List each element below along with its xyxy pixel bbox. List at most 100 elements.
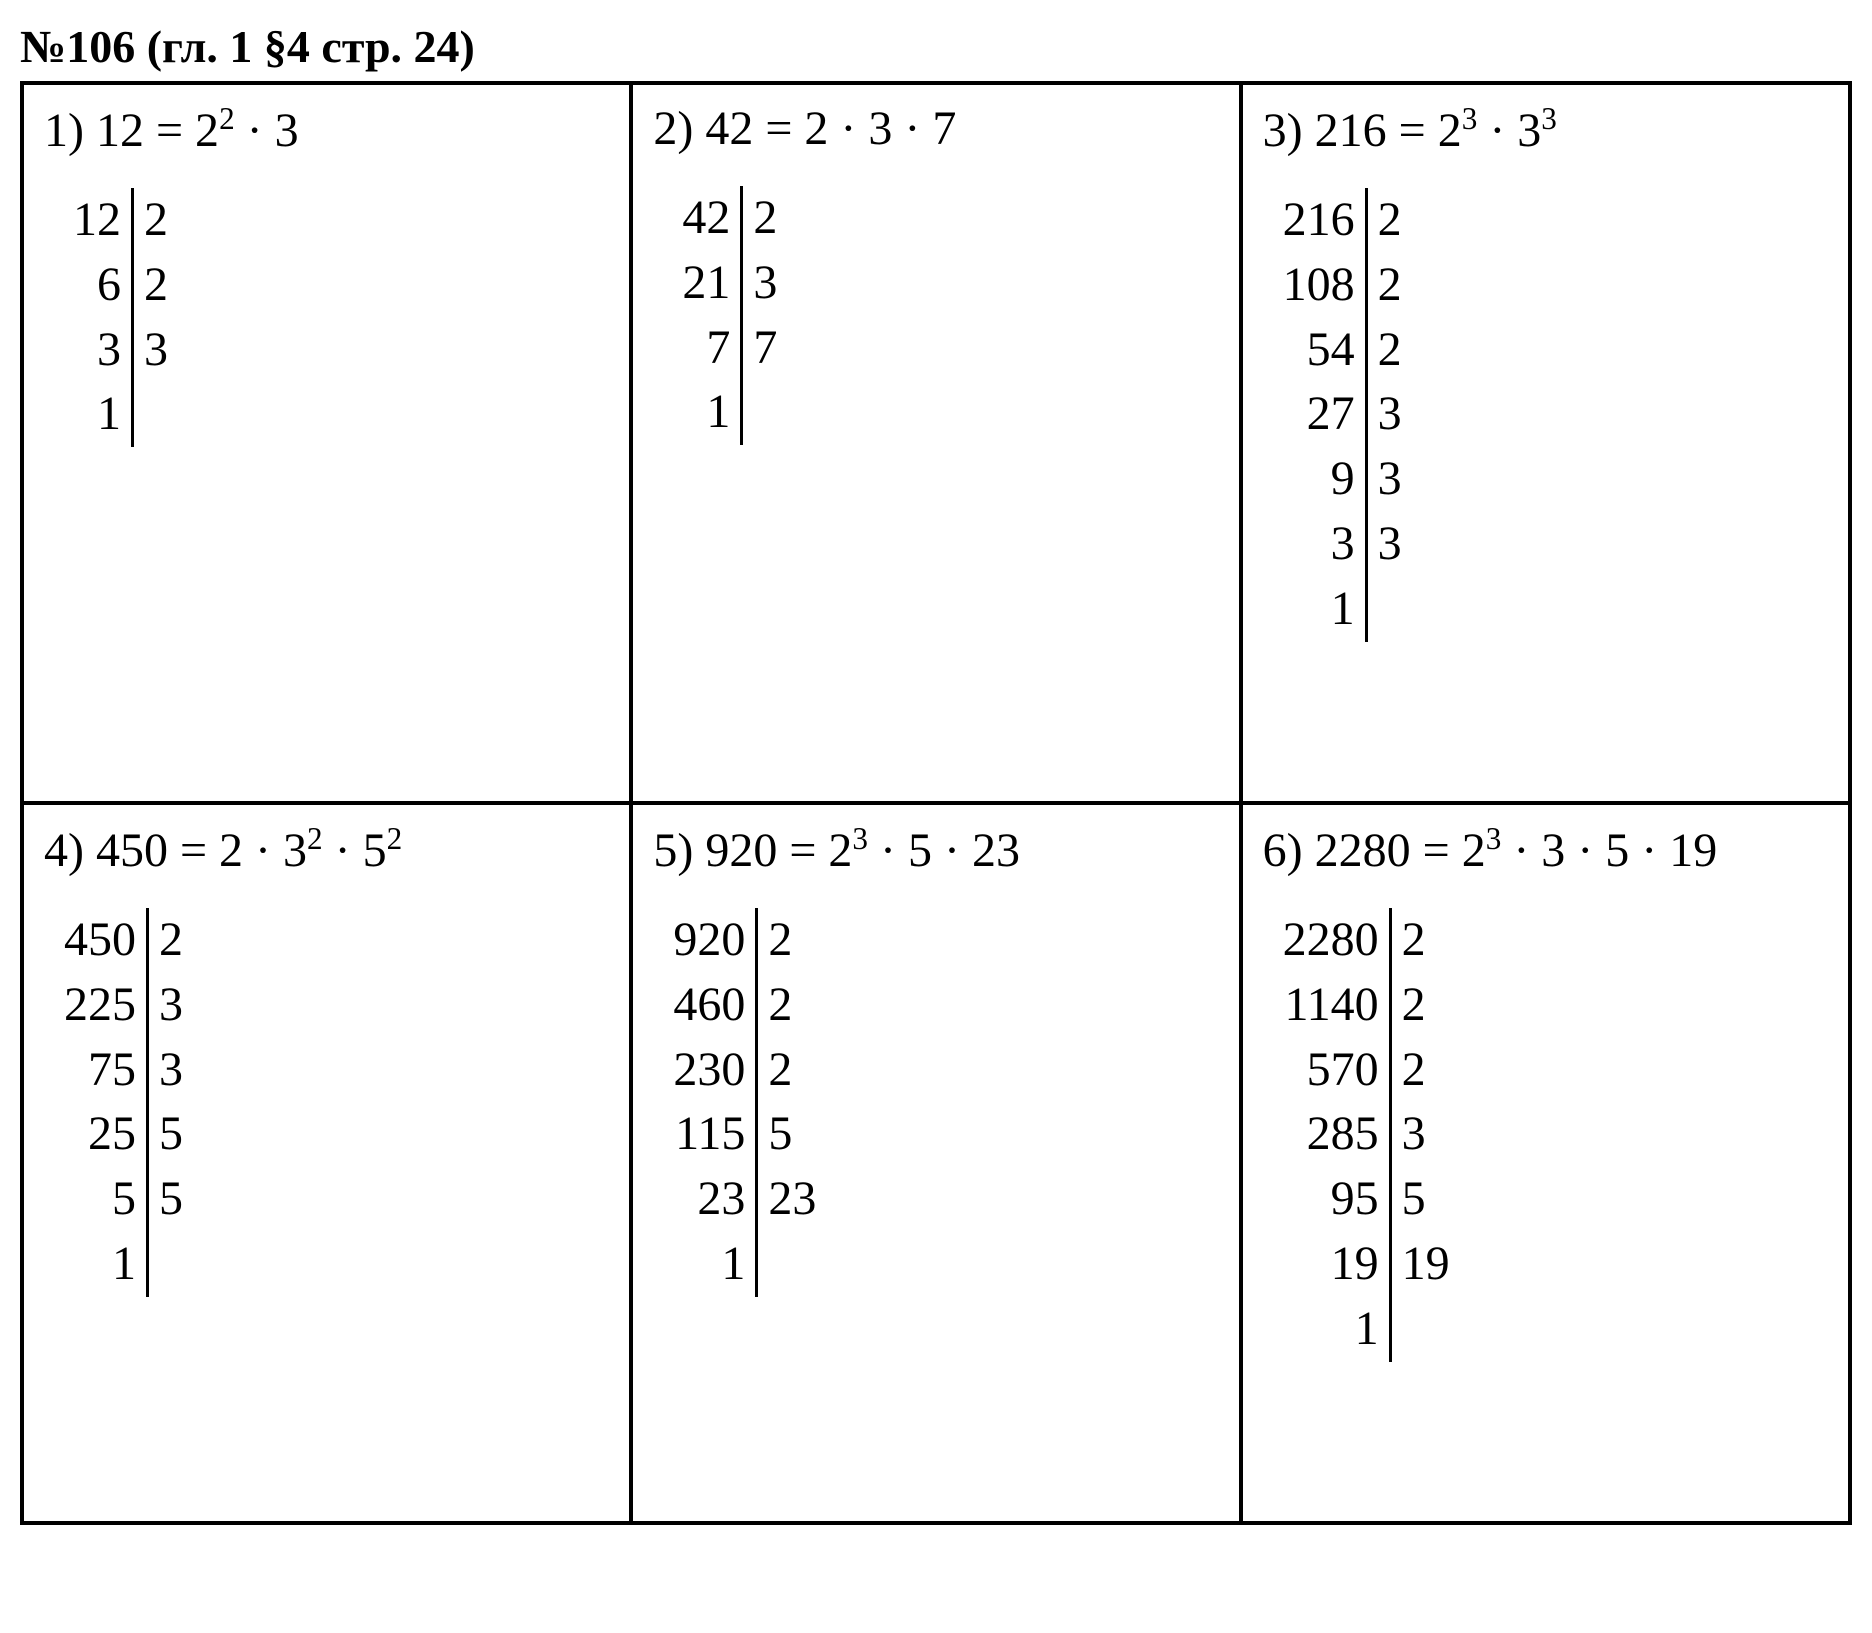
ladder-left-value: 6 — [97, 253, 121, 318]
ladder-right-value: 2 — [1402, 973, 1426, 1038]
ladder-right-value: 7 — [753, 316, 777, 381]
problem-cell: 5) 920 = 23 · 5 · 23 920 460 230 115 23 … — [631, 803, 1240, 1523]
ladder-left-value: 450 — [64, 908, 136, 973]
ladder-right-value: 2 — [144, 188, 168, 253]
eq-part: 920 = 2 — [705, 824, 852, 877]
page-title: №106 (гл. 1 §4 стр. 24) — [20, 20, 1852, 73]
factor-ladder: 42 21 7 1 2 3 7 — [673, 186, 1218, 445]
ladder-right-value: 2 — [1378, 318, 1402, 383]
problem-label: 2) — [653, 102, 693, 155]
ladder-right-value: 2 — [768, 908, 792, 973]
ladder-left-value: 3 — [1331, 512, 1355, 577]
ladder-right-value: 3 — [159, 1038, 183, 1103]
ladder-left-value: 75 — [88, 1038, 136, 1103]
ladder-right-value: 3 — [1378, 382, 1402, 447]
ladder-right-value: 2 — [1402, 1038, 1426, 1103]
ladder-right-value: 2 — [1402, 908, 1426, 973]
ladder-left-value: 19 — [1331, 1232, 1379, 1297]
ladder-right-value: 3 — [144, 318, 168, 383]
ladder-right-value: 3 — [1378, 512, 1402, 577]
eq-part: · 3 · 5 · 19 — [1501, 824, 1717, 877]
ladder-left-value: 23 — [697, 1167, 745, 1232]
ladder-left-value: 25 — [88, 1102, 136, 1167]
ladder-left-value: 570 — [1307, 1038, 1379, 1103]
ladder-right-value: 2 — [768, 1038, 792, 1103]
ladder-right-value: 19 — [1402, 1232, 1450, 1297]
problem-cell: 4) 450 = 2 · 32 · 52 450 225 75 25 5 1 2… — [22, 803, 631, 1523]
ladder-left-value: 2280 — [1283, 908, 1379, 973]
eq-sup: 2 — [307, 821, 323, 856]
eq-part: · 5 · 23 — [868, 824, 1020, 877]
ladder-left-value: 285 — [1307, 1102, 1379, 1167]
ladder-left-value: 3 — [97, 318, 121, 383]
ladder-left-value: 9 — [1331, 447, 1355, 512]
ladder-left-value: 7 — [706, 316, 730, 381]
ladder-left-col: 920 460 230 115 23 1 — [673, 908, 758, 1297]
ladder-left-value: 5 — [112, 1167, 136, 1232]
eq-sup: 3 — [852, 821, 868, 856]
equation-line: 6) 2280 = 23 · 3 · 5 · 19 — [1263, 821, 1828, 878]
ladder-right-col: 2 3 7 — [743, 186, 803, 445]
factor-ladder: 12 6 3 1 2 2 3 — [64, 188, 609, 447]
ladder-right-value: 3 — [1378, 447, 1402, 512]
equation-line: 4) 450 = 2 · 32 · 52 — [44, 821, 609, 878]
problem-cell: 6) 2280 = 23 · 3 · 5 · 19 2280 1140 570 … — [1241, 803, 1850, 1523]
ladder-right-col: 2 2 2 3 5 19 — [1392, 908, 1452, 1362]
problem-cell: 1) 12 = 22 · 3 12 6 3 1 2 2 3 — [22, 83, 631, 803]
ladder-right-value: 3 — [1402, 1102, 1426, 1167]
factor-ladder: 450 225 75 25 5 1 2 3 3 5 5 — [64, 908, 609, 1297]
eq-sup: 2 — [219, 101, 235, 136]
ladder-left-col: 2280 1140 570 285 95 19 1 — [1283, 908, 1392, 1362]
ladder-right-value: 2 — [753, 186, 777, 251]
factor-ladder: 920 460 230 115 23 1 2 2 2 5 23 — [673, 908, 1218, 1297]
problem-cell: 2) 42 = 2 · 3 · 7 42 21 7 1 2 3 7 — [631, 83, 1240, 803]
eq-sup: 3 — [1541, 101, 1557, 136]
ladder-right-value: 2 — [1378, 188, 1402, 253]
eq-sup: 3 — [1462, 101, 1478, 136]
ladder-left-value: 1 — [1331, 577, 1355, 642]
ladder-right-value: 2 — [144, 253, 168, 318]
problem-grid: 1) 12 = 22 · 3 12 6 3 1 2 2 3 2) 42 = 2 … — [20, 81, 1852, 1525]
ladder-left-value: 42 — [682, 186, 730, 251]
ladder-left-value: 216 — [1283, 188, 1355, 253]
eq-part: 12 = 2 — [96, 104, 219, 157]
ladder-right-value: 3 — [753, 251, 777, 316]
eq-part: 216 = 2 — [1315, 104, 1462, 157]
factor-ladder: 2280 1140 570 285 95 19 1 2 2 2 3 5 19 — [1283, 908, 1828, 1362]
ladder-left-value: 27 — [1307, 382, 1355, 447]
ladder-right-value: 2 — [1378, 253, 1402, 318]
ladder-left-value: 230 — [673, 1038, 745, 1103]
ladder-left-col: 450 225 75 25 5 1 — [64, 908, 149, 1297]
eq-part: · 5 — [323, 824, 387, 877]
ladder-left-value: 115 — [675, 1102, 745, 1167]
ladder-left-value: 1 — [1355, 1297, 1379, 1362]
equation-line: 5) 920 = 23 · 5 · 23 — [653, 821, 1218, 878]
ladder-right-col: 2 2 2 3 3 3 — [1368, 188, 1428, 642]
problem-cell: 3) 216 = 23 · 33 216 108 54 27 9 3 1 2 2… — [1241, 83, 1850, 803]
eq-part: · 3 — [235, 104, 299, 157]
ladder-left-col: 12 6 3 1 — [64, 188, 134, 447]
eq-sup: 3 — [1486, 821, 1502, 856]
ladder-left-value: 1 — [97, 382, 121, 447]
ladder-left-value: 920 — [673, 908, 745, 973]
problem-label: 1) — [44, 104, 84, 157]
equation-line: 3) 216 = 23 · 33 — [1263, 101, 1828, 158]
ladder-left-value: 108 — [1283, 253, 1355, 318]
ladder-right-value: 5 — [768, 1102, 792, 1167]
ladder-left-value: 12 — [73, 188, 121, 253]
ladder-left-value: 54 — [1307, 318, 1355, 383]
ladder-left-value: 1140 — [1284, 973, 1378, 1038]
ladder-right-col: 2 2 3 — [134, 188, 194, 447]
ladder-right-col: 2 2 2 5 23 — [758, 908, 818, 1297]
factor-ladder: 216 108 54 27 9 3 1 2 2 2 3 3 3 — [1283, 188, 1828, 642]
problem-label: 5) — [653, 824, 693, 877]
ladder-right-col: 2 3 3 5 5 — [149, 908, 209, 1297]
eq-sup: 2 — [387, 821, 403, 856]
ladder-left-col: 42 21 7 1 — [673, 186, 743, 445]
eq-part: · 3 — [1477, 104, 1541, 157]
ladder-right-value: 3 — [159, 973, 183, 1038]
ladder-left-value: 460 — [673, 973, 745, 1038]
ladder-right-value: 2 — [159, 908, 183, 973]
ladder-right-value: 23 — [768, 1167, 816, 1232]
equation-line: 2) 42 = 2 · 3 · 7 — [653, 101, 1218, 156]
